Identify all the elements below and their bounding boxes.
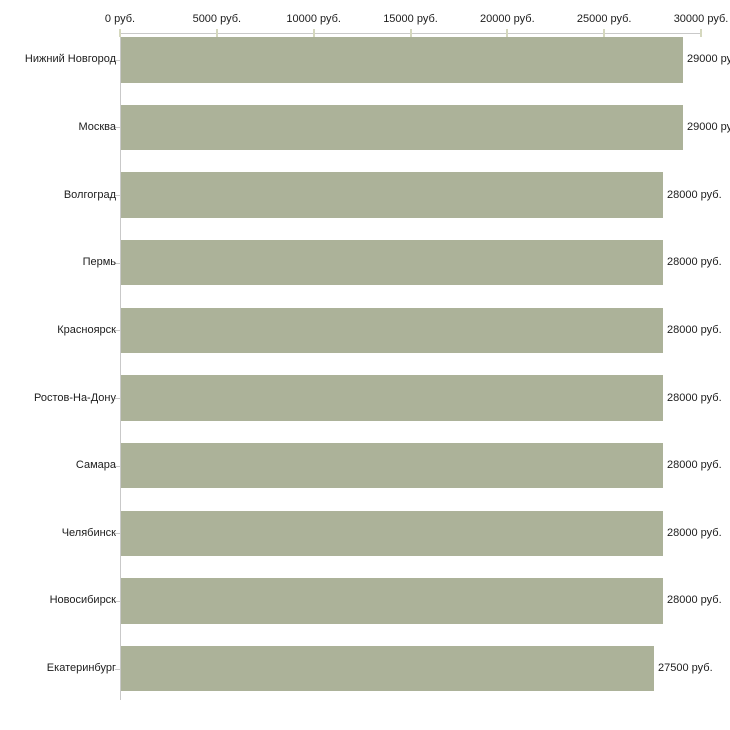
x-axis-tick-mark <box>215 29 218 37</box>
bar-value-label: 27500 руб. <box>658 662 713 674</box>
x-axis-tick-label: 20000 руб. <box>480 13 535 25</box>
x-axis-tick-label: 25000 руб. <box>576 13 632 25</box>
x-axis-tick-label: 0 руб. <box>104 13 136 25</box>
category-label: Ростов-На-Дону <box>33 392 116 404</box>
x-axis-tick-label: 5000 руб. <box>192 13 242 25</box>
bar-value-label: 29000 руб. <box>687 53 730 65</box>
x-axis-tick-mark <box>409 29 412 37</box>
bar-value-label: 29000 руб. <box>687 121 730 133</box>
y-axis-tick-mark <box>115 398 121 399</box>
category-label: Самара <box>75 459 116 471</box>
category-label: Москва <box>78 121 116 133</box>
x-axis-tick-mark <box>119 29 121 37</box>
bar <box>121 578 663 624</box>
bar <box>121 239 663 286</box>
bar <box>121 442 663 489</box>
x-axis-tick-label: 10000 руб. <box>286 13 341 25</box>
x-axis-tick-mark <box>700 29 702 37</box>
category-label: Нижний Новгород <box>24 53 116 65</box>
y-axis-tick-mark <box>115 195 121 196</box>
bar <box>121 172 663 218</box>
y-axis-tick-mark <box>115 263 121 264</box>
category-label: Новосибирск <box>49 594 116 606</box>
y-axis-line <box>120 33 121 700</box>
y-axis-tick-mark <box>115 533 121 534</box>
bar <box>121 645 654 692</box>
y-axis-tick-mark <box>115 127 121 128</box>
x-axis-tick-mark <box>312 29 315 37</box>
x-axis-tick-mark <box>603 29 606 37</box>
bar <box>121 510 663 557</box>
category-label: Красноярск <box>57 324 116 336</box>
y-axis-tick-mark <box>115 60 121 61</box>
bar-value-label: 28000 руб. <box>667 256 722 268</box>
bar-value-label: 28000 руб. <box>667 324 722 336</box>
y-axis-tick-mark <box>115 466 121 467</box>
y-axis-tick-mark <box>115 669 121 670</box>
bar-value-label: 28000 руб. <box>667 527 722 539</box>
category-label: Пермь <box>82 256 116 268</box>
y-axis-tick-mark <box>115 330 121 331</box>
bar <box>121 37 683 83</box>
x-axis-tick-mark <box>506 29 509 37</box>
bar-value-label: 28000 руб. <box>667 459 722 471</box>
bar-value-label: 28000 руб. <box>667 392 722 404</box>
bar-value-label: 28000 руб. <box>667 189 722 201</box>
bar-value-label: 28000 руб. <box>667 594 722 606</box>
category-label: Екатеринбург <box>46 662 116 674</box>
category-label: Волгоград <box>63 189 116 201</box>
y-axis-tick-mark <box>115 601 121 602</box>
x-axis-tick-label: 15000 руб. <box>383 13 438 25</box>
bar <box>121 375 663 421</box>
bar <box>121 307 663 354</box>
x-axis-tick-label: 30000 руб. <box>673 13 729 25</box>
category-label: Челябинск <box>61 527 116 539</box>
bar <box>121 104 683 151</box>
